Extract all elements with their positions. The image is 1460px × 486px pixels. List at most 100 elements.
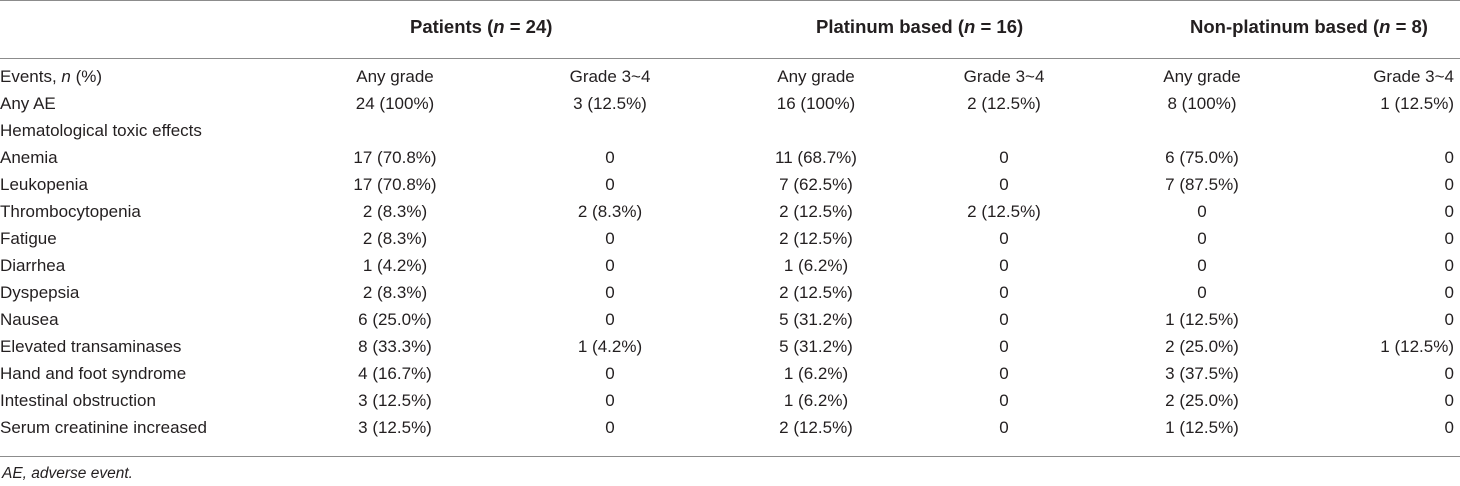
table-cell: 6 (75.0%)	[1165, 147, 1239, 167]
table-cell: 24 (100%)	[355, 93, 435, 113]
table-cell: 5 (31.2%)	[779, 309, 853, 329]
table-cell: 0	[999, 228, 1009, 248]
table-cell: 0	[1197, 228, 1207, 248]
table-cell: 0	[1444, 201, 1454, 221]
table-cell: 2 (8.3%)	[362, 282, 428, 302]
table-cell: 0	[605, 282, 615, 302]
table-cell: 0	[1444, 174, 1454, 194]
event-label: Intestinal obstruction	[0, 390, 156, 410]
table-cell: 0	[999, 174, 1009, 194]
event-label: Nausea	[0, 309, 59, 329]
table-cell: 2 (12.5%)	[779, 417, 853, 437]
table-cell	[490, 117, 730, 144]
table-cell: 0	[999, 255, 1009, 275]
table-row: Dyspepsia 2 (8.3%) 0 2 (12.5%) 0 0 0	[0, 279, 1460, 306]
event-label: Dyspepsia	[0, 282, 80, 302]
table-cell: 0	[605, 174, 615, 194]
table-cell	[300, 117, 490, 144]
event-label: Hematological toxic effects	[0, 120, 202, 140]
table-cell: 17 (70.8%)	[353, 174, 437, 194]
table-cell: 2 (12.5%)	[967, 93, 1041, 113]
table-cell: 1 (6.2%)	[783, 390, 849, 410]
table-cell: 1 (6.2%)	[783, 363, 849, 383]
table-cell: 7 (87.5%)	[1165, 174, 1239, 194]
table-cell: 4 (16.7%)	[358, 363, 432, 383]
table-cell: 2 (12.5%)	[779, 201, 853, 221]
table-cell: 2 (25.0%)	[1165, 390, 1239, 410]
table-cell: 0	[1444, 147, 1454, 167]
event-label: Fatigue	[0, 228, 57, 248]
header-rule	[0, 58, 1460, 59]
table-cell: 1 (12.5%)	[1165, 417, 1239, 437]
table-cell: 0	[1444, 228, 1454, 248]
table-cell: 0	[605, 255, 615, 275]
events-label: Events, n (%)	[0, 66, 103, 86]
col-header-grade-3-4: Grade 3~4	[963, 66, 1045, 86]
table-cell: 2 (8.3%)	[362, 201, 428, 221]
table-cell: 3 (37.5%)	[1165, 363, 1239, 383]
table-row: Hand and foot syndrome 4 (16.7%) 0 1 (6.2%)…	[0, 360, 1460, 387]
table-cell: 0	[999, 309, 1009, 329]
table-cell: 2 (25.0%)	[1165, 336, 1239, 356]
event-label: Anemia	[0, 147, 58, 167]
table-cell: 0	[1444, 363, 1454, 383]
table-cell: 7 (62.5%)	[779, 174, 853, 194]
table-cell: 0	[999, 282, 1009, 302]
footnote: AE, adverse event.	[2, 465, 133, 482]
top-rule	[0, 0, 1460, 1]
table-cell: 6 (25.0%)	[358, 309, 432, 329]
table-cell: 3 (12.5%)	[573, 93, 647, 113]
table-cell: 0	[1197, 255, 1207, 275]
event-label: Diarrhea	[0, 255, 66, 275]
subheader-row: Events, n (%) Any grade Grade 3~4 Any gr…	[0, 63, 1460, 90]
table-row: Any AE 24 (100%) 3 (12.5%) 16 (100%) 2 (12.5…	[0, 90, 1460, 117]
table-cell: 3 (12.5%)	[358, 417, 432, 437]
table-cell: 8 (33.3%)	[358, 336, 432, 356]
table-cell: 0	[605, 228, 615, 248]
table-cell: 0	[1444, 282, 1454, 302]
table-cell: 0	[1444, 417, 1454, 437]
event-label: Thrombocytopenia	[0, 201, 141, 221]
table-row: Fatigue 2 (8.3%) 0 2 (12.5%) 0 0 0	[0, 225, 1460, 252]
table-cell: 2 (12.5%)	[967, 201, 1041, 221]
table-cell: 0	[1444, 309, 1454, 329]
table-cell: 0	[605, 390, 615, 410]
bottom-rule	[0, 456, 1460, 457]
col-header-any-grade: Any grade	[777, 66, 855, 86]
table-cell: 17 (70.8%)	[353, 147, 437, 167]
table-cell: 0	[999, 390, 1009, 410]
table-row: Hematological toxic effects	[0, 117, 1460, 144]
table-cell	[1106, 117, 1298, 144]
table-cell: 2 (12.5%)	[779, 282, 853, 302]
table-cell: 11 (68.7%)	[775, 147, 857, 167]
table-cell: 0	[999, 336, 1009, 356]
table-row: Elevated transaminases 8 (33.3%) 1 (4.2%) 5…	[0, 333, 1460, 360]
table-cell: 0	[999, 417, 1009, 437]
table-row: Anemia 17 (70.8%) 0 11 (68.7%) 0 6 (75.0%) 0	[0, 144, 1460, 171]
table-cell: 0	[999, 363, 1009, 383]
event-label: Leukopenia	[0, 174, 88, 194]
table-cell: 3 (12.5%)	[358, 390, 432, 410]
table-row: Leukopenia 17 (70.8%) 0 7 (62.5%) 0 7 (87.5%)…	[0, 171, 1460, 198]
event-label: Any AE	[0, 93, 56, 113]
table-cell: 2 (8.3%)	[577, 201, 643, 221]
col-header-any-grade: Any grade	[1163, 66, 1241, 86]
table-cell: 16 (100%)	[776, 93, 856, 113]
table-row: Diarrhea 1 (4.2%) 0 1 (6.2%) 0 0 0	[0, 252, 1460, 279]
group-header-platinum: Platinum based (n = 16)	[816, 16, 1024, 37]
col-header-any-grade: Any grade	[356, 66, 434, 86]
table-cell: 1 (12.5%)	[1380, 336, 1454, 356]
group-header-patients: Patients (n = 24)	[410, 16, 553, 37]
table-cell: 0	[1197, 201, 1207, 221]
event-label: Hand and foot syndrome	[0, 363, 187, 383]
table-cell: 1 (4.2%)	[362, 255, 428, 275]
table-cell: 0	[1197, 282, 1207, 302]
table-cell: 1 (12.5%)	[1165, 309, 1239, 329]
data-table: Events, n (%) Any grade Grade 3~4 Any gr…	[0, 63, 1460, 441]
table-cell: 0	[999, 147, 1009, 167]
table-row: Nausea 6 (25.0%) 0 5 (31.2%) 0 1 (12.5%) 0	[0, 306, 1460, 333]
table-cell: 1 (6.2%)	[783, 255, 849, 275]
table-cell	[730, 117, 902, 144]
table-cell: 0	[1444, 390, 1454, 410]
